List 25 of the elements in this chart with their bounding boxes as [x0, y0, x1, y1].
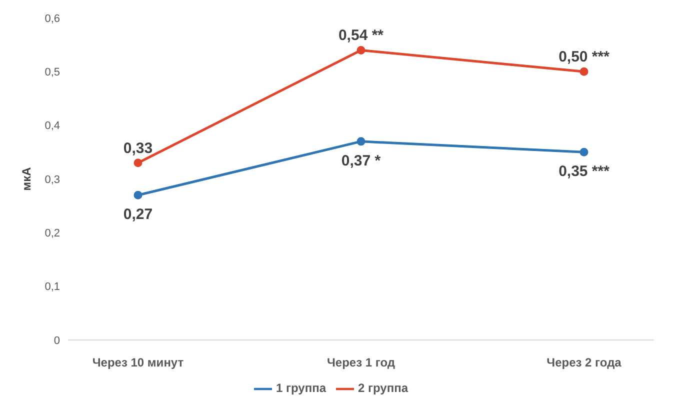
data-label: 0,33: [123, 140, 153, 157]
y-tick-label: 0,2: [44, 228, 60, 240]
data-label: 0,37 *: [341, 152, 381, 170]
data-label: 0,50 ***: [558, 48, 610, 66]
legend-label: 1 группа: [276, 381, 326, 396]
x-tick-label: Через 1 год: [326, 356, 396, 370]
data-label: 0,27: [123, 206, 153, 224]
y-tick-label: 0,3: [44, 174, 60, 186]
point: [356, 46, 366, 54]
y-tick-label: 0,6: [44, 12, 60, 25]
point: [580, 148, 588, 156]
y-tick-label: 0,1: [44, 281, 60, 294]
y-tick-label: 0: [54, 334, 60, 347]
data-label: 0,54 **: [338, 27, 384, 44]
y-axis-title: мкА: [19, 166, 34, 191]
point: [580, 67, 588, 76]
point: [134, 190, 142, 200]
point: [134, 158, 142, 168]
y-tick-label: 0,5: [44, 66, 60, 79]
legend-label: 2 группа: [358, 381, 408, 396]
x-tick-label: Через 2 года: [546, 356, 622, 370]
point: [356, 137, 366, 146]
y-tick-label: 0,4: [44, 120, 60, 132]
data-label: 0,35 ***: [558, 163, 610, 180]
x-tick-label: Через 10 минут: [92, 356, 184, 370]
